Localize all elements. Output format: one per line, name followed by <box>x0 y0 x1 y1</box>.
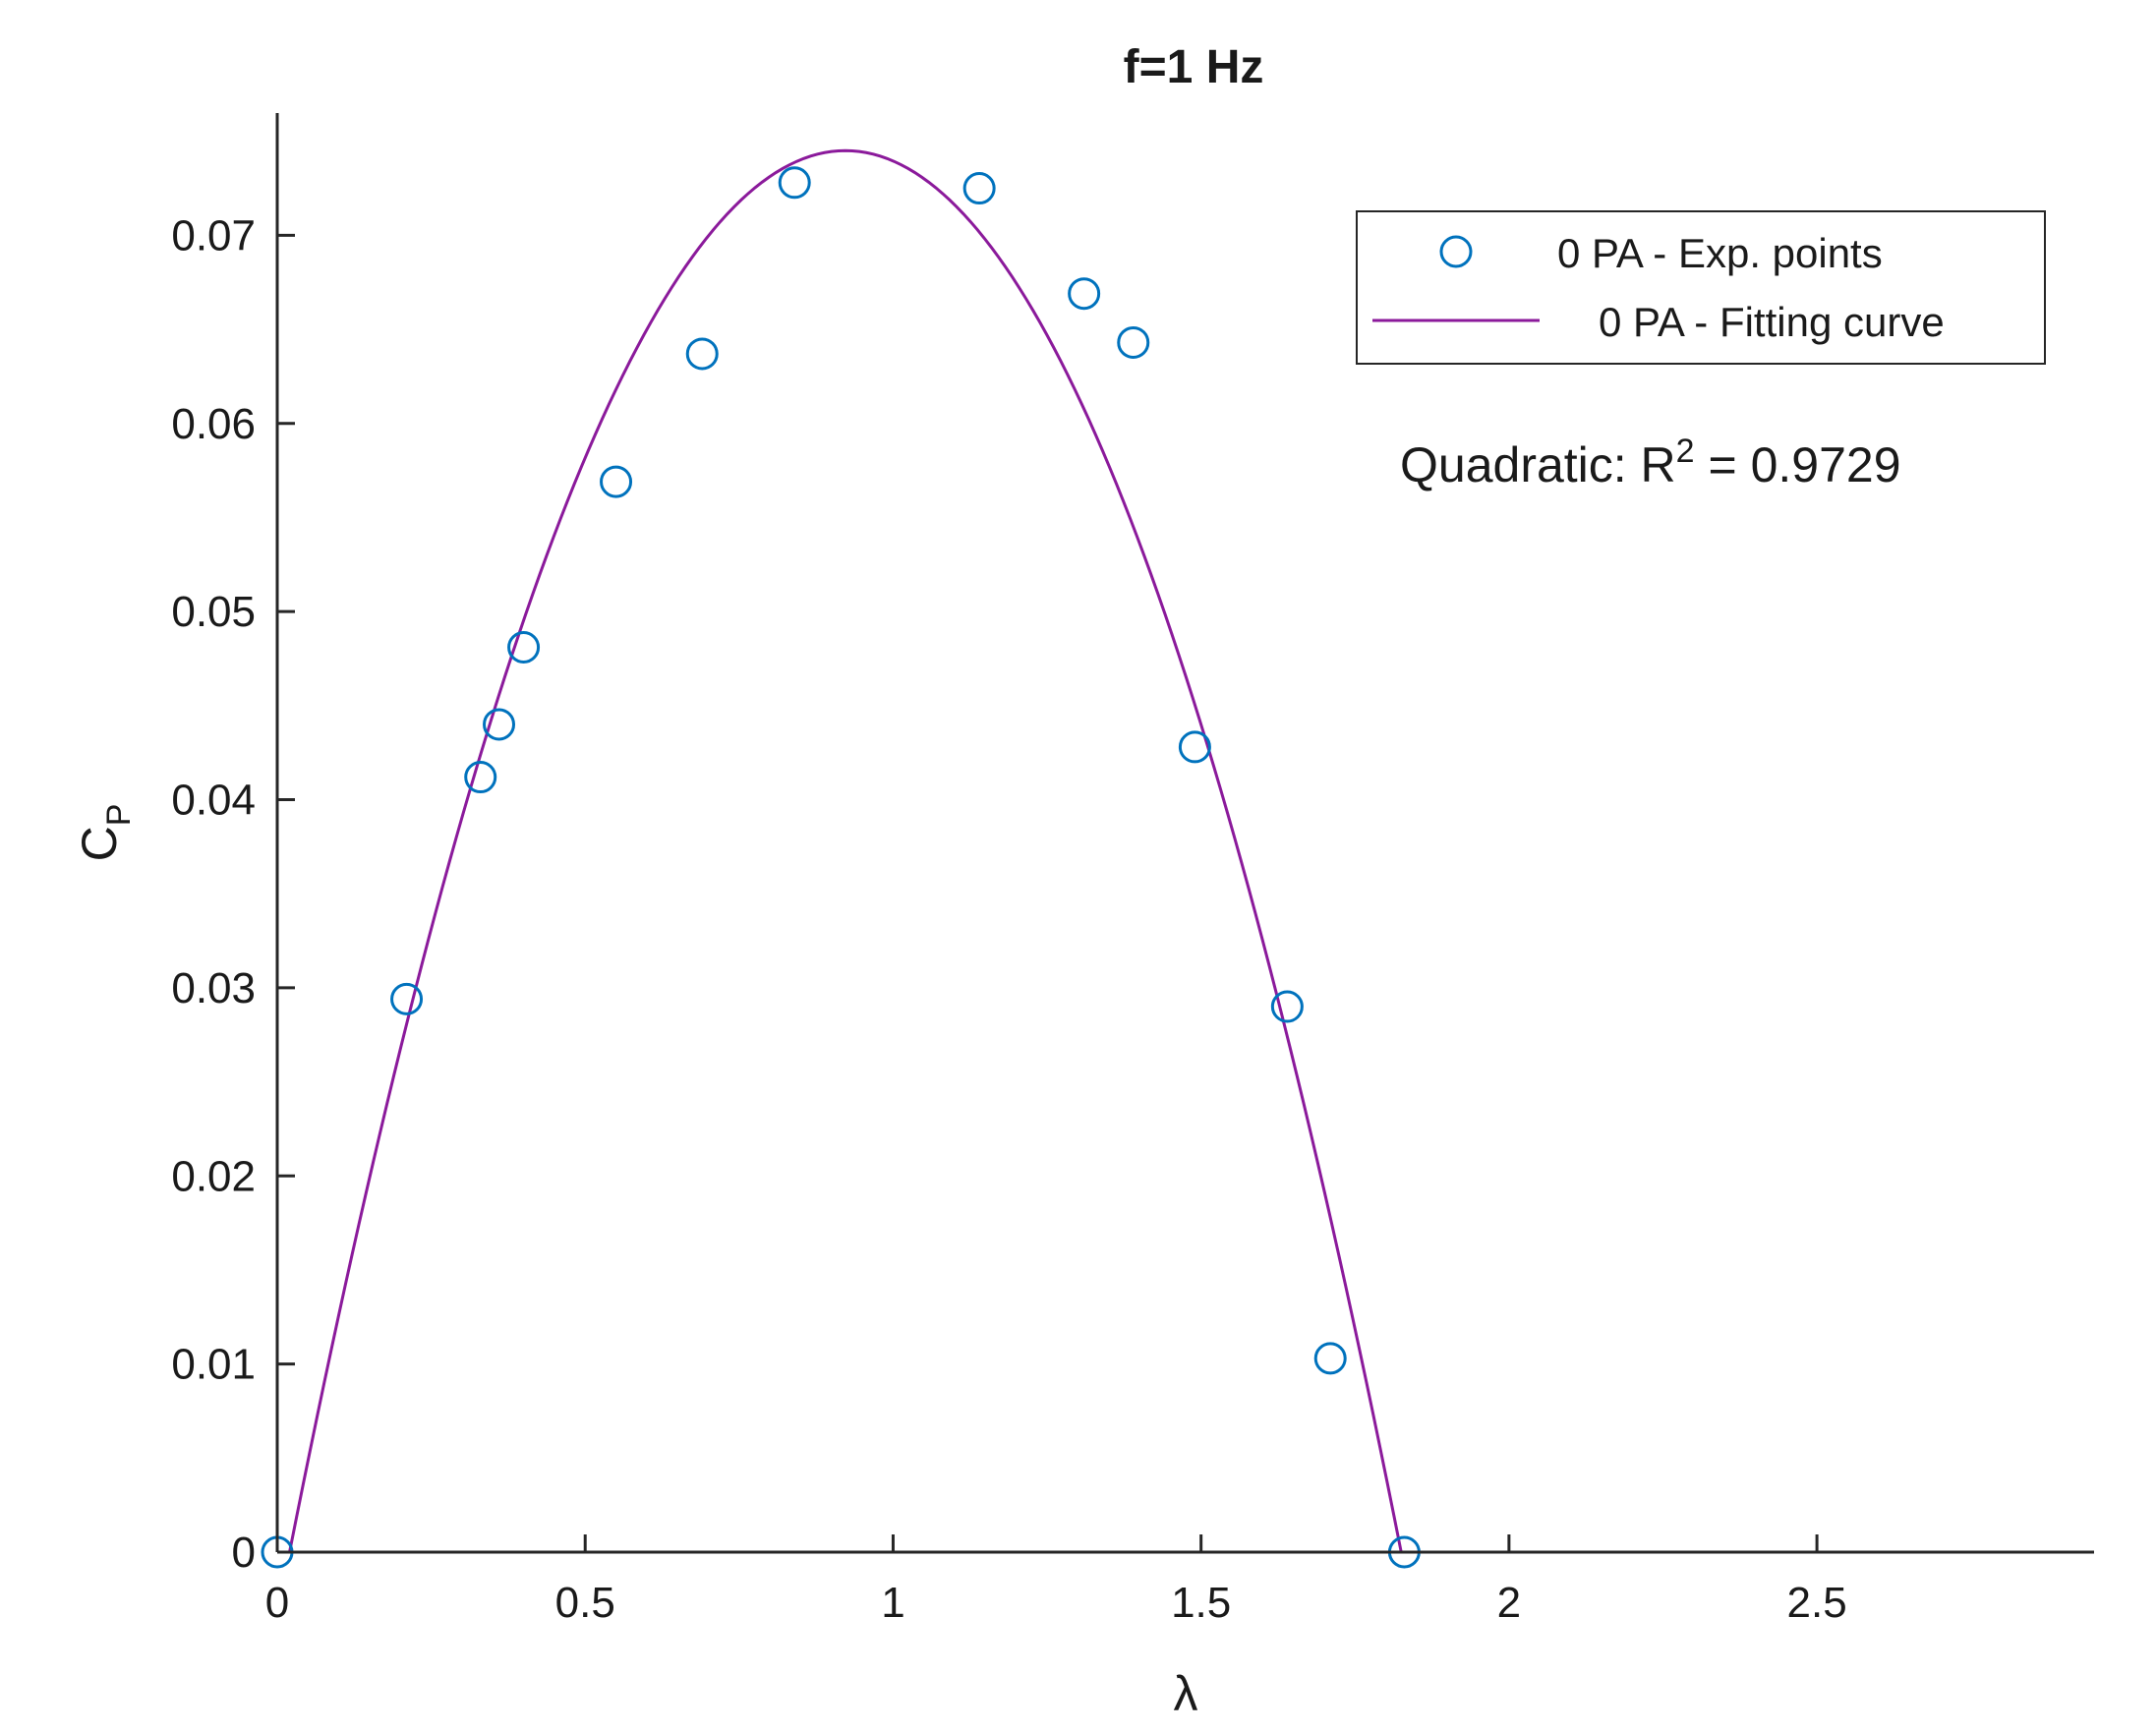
data-point <box>962 172 996 205</box>
y-ticks: 0 0.01 0.02 0.03 0.04 0.05 0.06 0.07 <box>171 211 295 1577</box>
data-point <box>507 630 541 664</box>
data-point <box>600 465 633 498</box>
data-point <box>464 761 497 794</box>
y-axis-label-sub: P <box>100 804 138 827</box>
data-point <box>778 166 811 200</box>
data-point <box>1313 1342 1347 1375</box>
legend-entry-exp-points: 0 PA - Exp. points <box>1557 230 1883 276</box>
data-point <box>1068 277 1101 311</box>
data-point <box>390 982 424 1015</box>
x-tick-label: 0 <box>265 1579 289 1627</box>
y-tick-label: 0.03 <box>171 964 256 1012</box>
data-point <box>1117 325 1150 359</box>
annotation-text: Quadratic: R <box>1400 437 1676 492</box>
data-point <box>483 708 516 741</box>
x-axis-label: λ <box>1174 1666 1198 1721</box>
y-tick-label: 0.04 <box>171 777 256 825</box>
y-axis-label-main: C <box>72 826 127 861</box>
y-tick-label: 0.01 <box>171 1341 256 1389</box>
annotation-suffix: = 0.9729 <box>1695 437 1901 492</box>
legend-entry-fitting-curve: 0 PA - Fitting curve <box>1599 299 1945 345</box>
x-tick-label: 2 <box>1497 1579 1521 1627</box>
y-axis-label: CP <box>72 804 138 862</box>
legend-box <box>1356 210 2046 365</box>
legend: 0 PA - Exp. points 0 PA - Fitting curve <box>1356 210 2046 365</box>
chart-title: f=1 Hz <box>1124 41 1264 93</box>
legend-marker-circle-icon <box>1439 235 1473 268</box>
data-point <box>1270 990 1304 1023</box>
svg-text:CP: CP <box>72 804 138 862</box>
annotation-superscript: 2 <box>1676 433 1695 470</box>
x-ticks: 0 0.5 1 1.5 2 2.5 <box>265 1534 1847 1627</box>
x-tick-label: 2.5 <box>1787 1579 1847 1627</box>
x-tick-label: 1.5 <box>1171 1579 1231 1627</box>
y-tick-label: 0.07 <box>171 211 256 260</box>
y-tick-label: 0.02 <box>171 1152 256 1200</box>
r-squared-annotation: Quadratic: R2 = 0.9729 <box>1400 433 1901 492</box>
plot-area <box>261 148 1421 1569</box>
x-tick-label: 0.5 <box>555 1579 615 1627</box>
y-tick-label: 0.06 <box>171 400 256 448</box>
data-point <box>1178 730 1211 764</box>
fitting-curve <box>288 148 1403 1553</box>
data-point <box>685 337 719 371</box>
y-tick-label: 0.05 <box>171 588 256 636</box>
x-tick-label: 1 <box>881 1579 904 1627</box>
y-tick-label: 0 <box>232 1529 256 1577</box>
